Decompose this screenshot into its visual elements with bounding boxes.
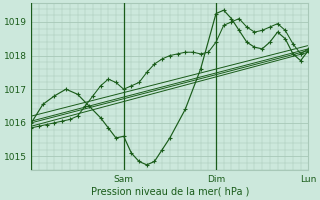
- X-axis label: Pression niveau de la mer( hPa ): Pression niveau de la mer( hPa ): [91, 187, 249, 197]
